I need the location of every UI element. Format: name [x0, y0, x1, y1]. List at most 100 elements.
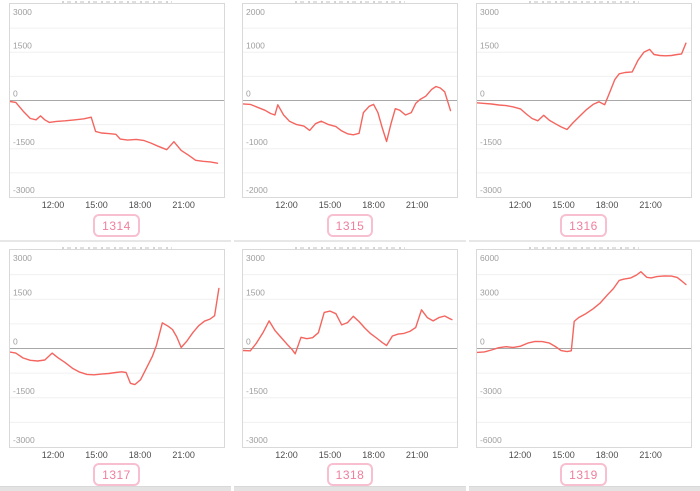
series-line — [9, 287, 220, 386]
y-axis-tick-label: -3000 — [246, 435, 268, 445]
y-axis-tick-label: -3000 — [13, 185, 35, 195]
chart-plot: 3000 1500 0 -1500 -3000 — [476, 7, 691, 195]
series-line — [476, 42, 687, 131]
y-axis-tick-label: 2000 — [246, 7, 265, 17]
clipped-chart-title — [467, 242, 700, 249]
chart-badge-row: 1318 — [233, 461, 467, 486]
x-axis-labels: 12:00 15:00 18:00 21:00 — [242, 198, 458, 211]
y-axis-tick-label: -6000 — [480, 435, 502, 445]
chart-badge-row: 1316 — [467, 211, 700, 240]
row-separator-segment — [468, 240, 700, 242]
chart-id-badge[interactable]: 1314 — [93, 214, 140, 237]
x-axis-tick-label: 15:00 — [318, 450, 342, 460]
series-line — [243, 85, 452, 143]
chart-plot: 3000 1500 0 -1500 -3000 — [9, 253, 224, 445]
chart-id-badge[interactable]: 1318 — [326, 463, 374, 486]
x-axis-tick-label: 18:00 — [362, 200, 385, 210]
clipped-title-fragment — [528, 1, 639, 3]
series-line — [476, 271, 687, 354]
chart-panel: 3000 1500 0 -1500 -3000 — [8, 3, 225, 198]
row-separator-segment — [0, 240, 232, 242]
y-axis-tick-label: -3000 — [480, 386, 502, 396]
clipped-chart-title — [0, 242, 233, 249]
y-axis-tick-label: -2000 — [246, 185, 268, 195]
y-axis-tick-label: 3000 — [480, 287, 499, 297]
y-axis-tick-label: 0 — [13, 337, 18, 347]
x-axis-tick-label: 12:00 — [508, 200, 532, 210]
x-axis-tick-label: 12:00 — [275, 450, 298, 460]
x-axis-tick-label: 12:00 — [41, 200, 65, 210]
x-axis-tick-label: 21:00 — [172, 450, 195, 460]
chart-plot: 6000 3000 0 -3000 -6000 — [476, 253, 691, 445]
clipped-title-fragment — [295, 1, 405, 3]
x-axis-tick-label: 21:00 — [172, 200, 195, 210]
chart-panel: 3000 1500 0 -1500 -3000 — [8, 249, 225, 448]
chart-id-badge[interactable]: 1319 — [560, 463, 607, 486]
x-axis-tick-label: 15:00 — [318, 200, 342, 210]
y-axis-tick-label: 0 — [246, 89, 251, 99]
x-axis-tick-label: 18:00 — [128, 200, 152, 210]
row-separator-segment — [234, 240, 466, 242]
x-axis-labels: 12:00 15:00 18:00 21:00 — [9, 198, 225, 211]
x-axis-tick-label: 15:00 — [552, 450, 575, 460]
x-axis-tick-label: 18:00 — [595, 200, 619, 210]
chart-cell: 6000 3000 0 -3000 -6000 12:00 15:00 18:00 21:00… — [467, 242, 700, 486]
x-axis-tick-label: 12:00 — [41, 450, 65, 460]
clipped-next-row-segment — [0, 486, 232, 491]
x-axis-tick-label: 21:00 — [405, 200, 429, 210]
clipped-chart-title — [233, 242, 467, 249]
clipped-title-fragment — [61, 247, 172, 249]
clipped-next-row-band — [0, 486, 700, 491]
y-axis-tick-label: 0 — [480, 89, 485, 99]
series-line — [9, 100, 218, 164]
chart-badge-row: 1319 — [467, 461, 700, 486]
y-axis-tick-label: -1500 — [13, 137, 35, 147]
x-axis-labels: 12:00 15:00 18:00 21:00 — [9, 448, 225, 461]
chart-cell: 2000 1000 0 -1000 -2000 12:00 15:00 18:00 21:00… — [233, 0, 467, 240]
y-axis-tick-label: 0 — [480, 337, 485, 347]
y-axis-tick-label: 1500 — [13, 40, 32, 50]
charts-row-1: 3000 1500 0 -1500 -3000 12:00 15:00 18:00 21:00… — [0, 0, 700, 240]
y-axis-tick-label: 3000 — [13, 7, 32, 17]
chart-panel: 3000 1500 0 -1500 -3000 — [475, 3, 692, 198]
series-line — [243, 309, 453, 355]
charts-row-2: 3000 1500 0 -1500 -3000 12:00 15:00 18:00 21:00… — [0, 242, 700, 486]
clipped-chart-title — [467, 0, 700, 3]
chart-plot: 3000 1500 0 -1500 -3000 — [243, 253, 457, 445]
chart-plot: 3000 1500 0 -1500 -3000 — [9, 7, 224, 195]
y-axis-tick-label: 1500 — [13, 287, 32, 297]
y-axis-tick-label: 3000 — [246, 253, 265, 263]
y-axis-tick-label: 3000 — [13, 253, 32, 263]
chart-cell: 3000 1500 0 -1500 -3000 12:00 15:00 18:00 21:00… — [0, 242, 233, 486]
y-axis-tick-label: 6000 — [480, 253, 499, 263]
x-axis-tick-label: 21:00 — [639, 200, 662, 210]
x-axis-tick-label: 18:00 — [362, 450, 385, 460]
y-axis-tick-label: 3000 — [480, 7, 499, 17]
clipped-title-fragment — [528, 247, 639, 249]
chart-cell: 3000 1500 0 -1500 -3000 12:00 15:00 18:00 21:00… — [467, 0, 700, 240]
clipped-chart-title — [233, 0, 467, 3]
y-axis-tick-label: -1500 — [480, 137, 502, 147]
chart-badge-row: 1314 — [0, 211, 233, 240]
y-axis-tick-label: -3000 — [480, 185, 502, 195]
x-axis-labels: 12:00 15:00 18:00 21:00 — [242, 448, 458, 461]
clipped-chart-title — [0, 0, 233, 3]
row-separator — [0, 240, 700, 242]
x-axis-tick-label: 21:00 — [639, 450, 662, 460]
chart-id-badge[interactable]: 1315 — [326, 214, 374, 237]
chart-badge-row: 1317 — [0, 461, 233, 486]
chart-id-badge[interactable]: 1316 — [560, 214, 607, 237]
x-axis-tick-label: 18:00 — [595, 450, 619, 460]
y-axis-tick-label: 0 — [246, 337, 251, 347]
x-axis-tick-label: 15:00 — [85, 450, 108, 460]
chart-cell: 3000 1500 0 -1500 -3000 12:00 15:00 18:00 21:00… — [233, 242, 467, 486]
chart-cell: 3000 1500 0 -1500 -3000 12:00 15:00 18:00 21:00… — [0, 0, 233, 240]
x-axis-tick-label: 21:00 — [405, 450, 429, 460]
x-axis-tick-label: 12:00 — [508, 450, 532, 460]
chart-id-badge[interactable]: 1317 — [93, 463, 140, 486]
chart-panel: 6000 3000 0 -3000 -6000 — [475, 249, 692, 448]
y-axis-tick-label: 1500 — [480, 40, 499, 50]
chart-panel: 2000 1000 0 -1000 -2000 — [242, 3, 458, 198]
chart-panel: 3000 1500 0 -1500 -3000 — [242, 249, 458, 448]
y-axis-tick-label: -1000 — [246, 137, 268, 147]
